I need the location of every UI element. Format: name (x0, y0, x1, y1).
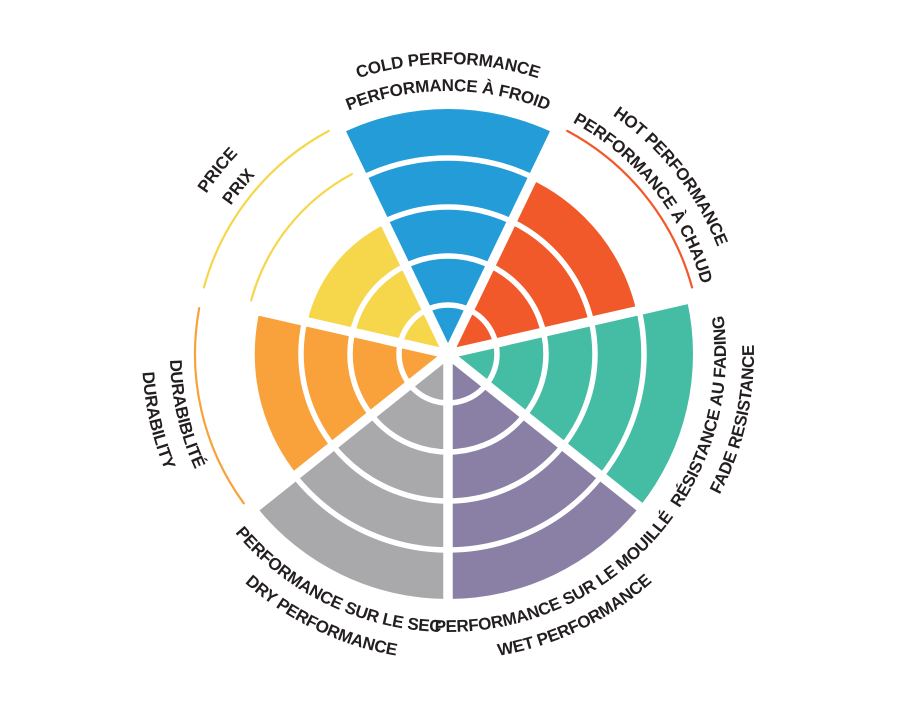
sector-separator-4 (249, 350, 451, 514)
sector-separator-0 (443, 126, 561, 357)
sector-wet-performance-wedge (448, 354, 640, 599)
sector-dry-performance-wedge (256, 354, 448, 599)
sector-cold-performance-label-fr: PERFORMANCE À FROID (343, 76, 553, 114)
sector-cold-performance-wedge (341, 108, 555, 354)
sector-separator-6 (335, 126, 453, 357)
sector-fade-resistance-wedge (448, 299, 694, 507)
sector-separator-2 (445, 350, 647, 514)
sector-price-unfilled-level-4-arc (250, 172, 353, 302)
sector-durability-unfilled-level-5-arc (193, 306, 245, 505)
sector-hot-performance-unfilled-level-5-arc (566, 129, 694, 289)
sector-separator-1 (446, 293, 693, 359)
sector-price-unfilled-level-5-arc (202, 129, 330, 289)
sector-separator-5 (203, 293, 450, 359)
